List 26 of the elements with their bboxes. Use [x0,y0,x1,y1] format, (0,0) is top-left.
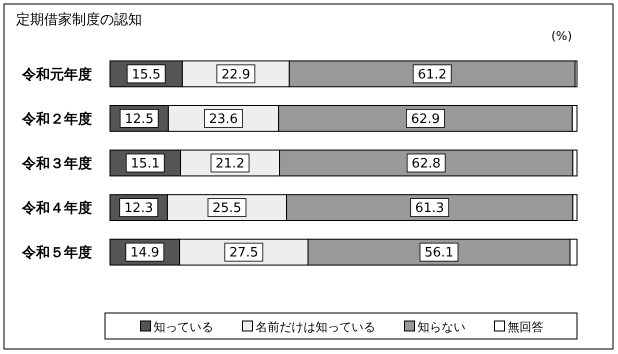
data-label: 12.3 [124,201,154,216]
y-tick-label: 令和元年度 [21,66,92,83]
y-tick-label: 令和５年度 [21,244,92,262]
data-label: 25.5 [212,201,242,216]
data-label: 62.8 [412,156,441,172]
data-label: 23.6 [209,112,238,127]
data-label: 21.2 [216,156,244,172]
legend-label: 知っている [154,320,214,334]
legend-label: 名前だけは知っている [256,320,376,334]
chart-title: 定期借家制度の認知 [16,12,142,28]
y-tick-label: 令和３年度 [21,155,92,172]
data-label: 14.9 [130,246,160,261]
data-label: 61.3 [415,201,444,216]
text: (%) [551,29,572,43]
data-label: 56.1 [424,246,454,261]
data-label: 27.5 [229,246,258,261]
y-tick-label: 令和４年度 [21,200,92,217]
legend-label: 無回答 [508,320,544,334]
data-label: 22.9 [221,67,250,82]
legend-label: 知らない [418,320,466,334]
data-label: 15.1 [130,156,160,172]
data-label: 15.5 [132,67,161,82]
y-tick-label: 令和２年度 [21,110,92,128]
data-label: 12.5 [124,112,154,127]
data-label: 62.9 [410,112,440,127]
data-label: 61.2 [418,67,447,82]
